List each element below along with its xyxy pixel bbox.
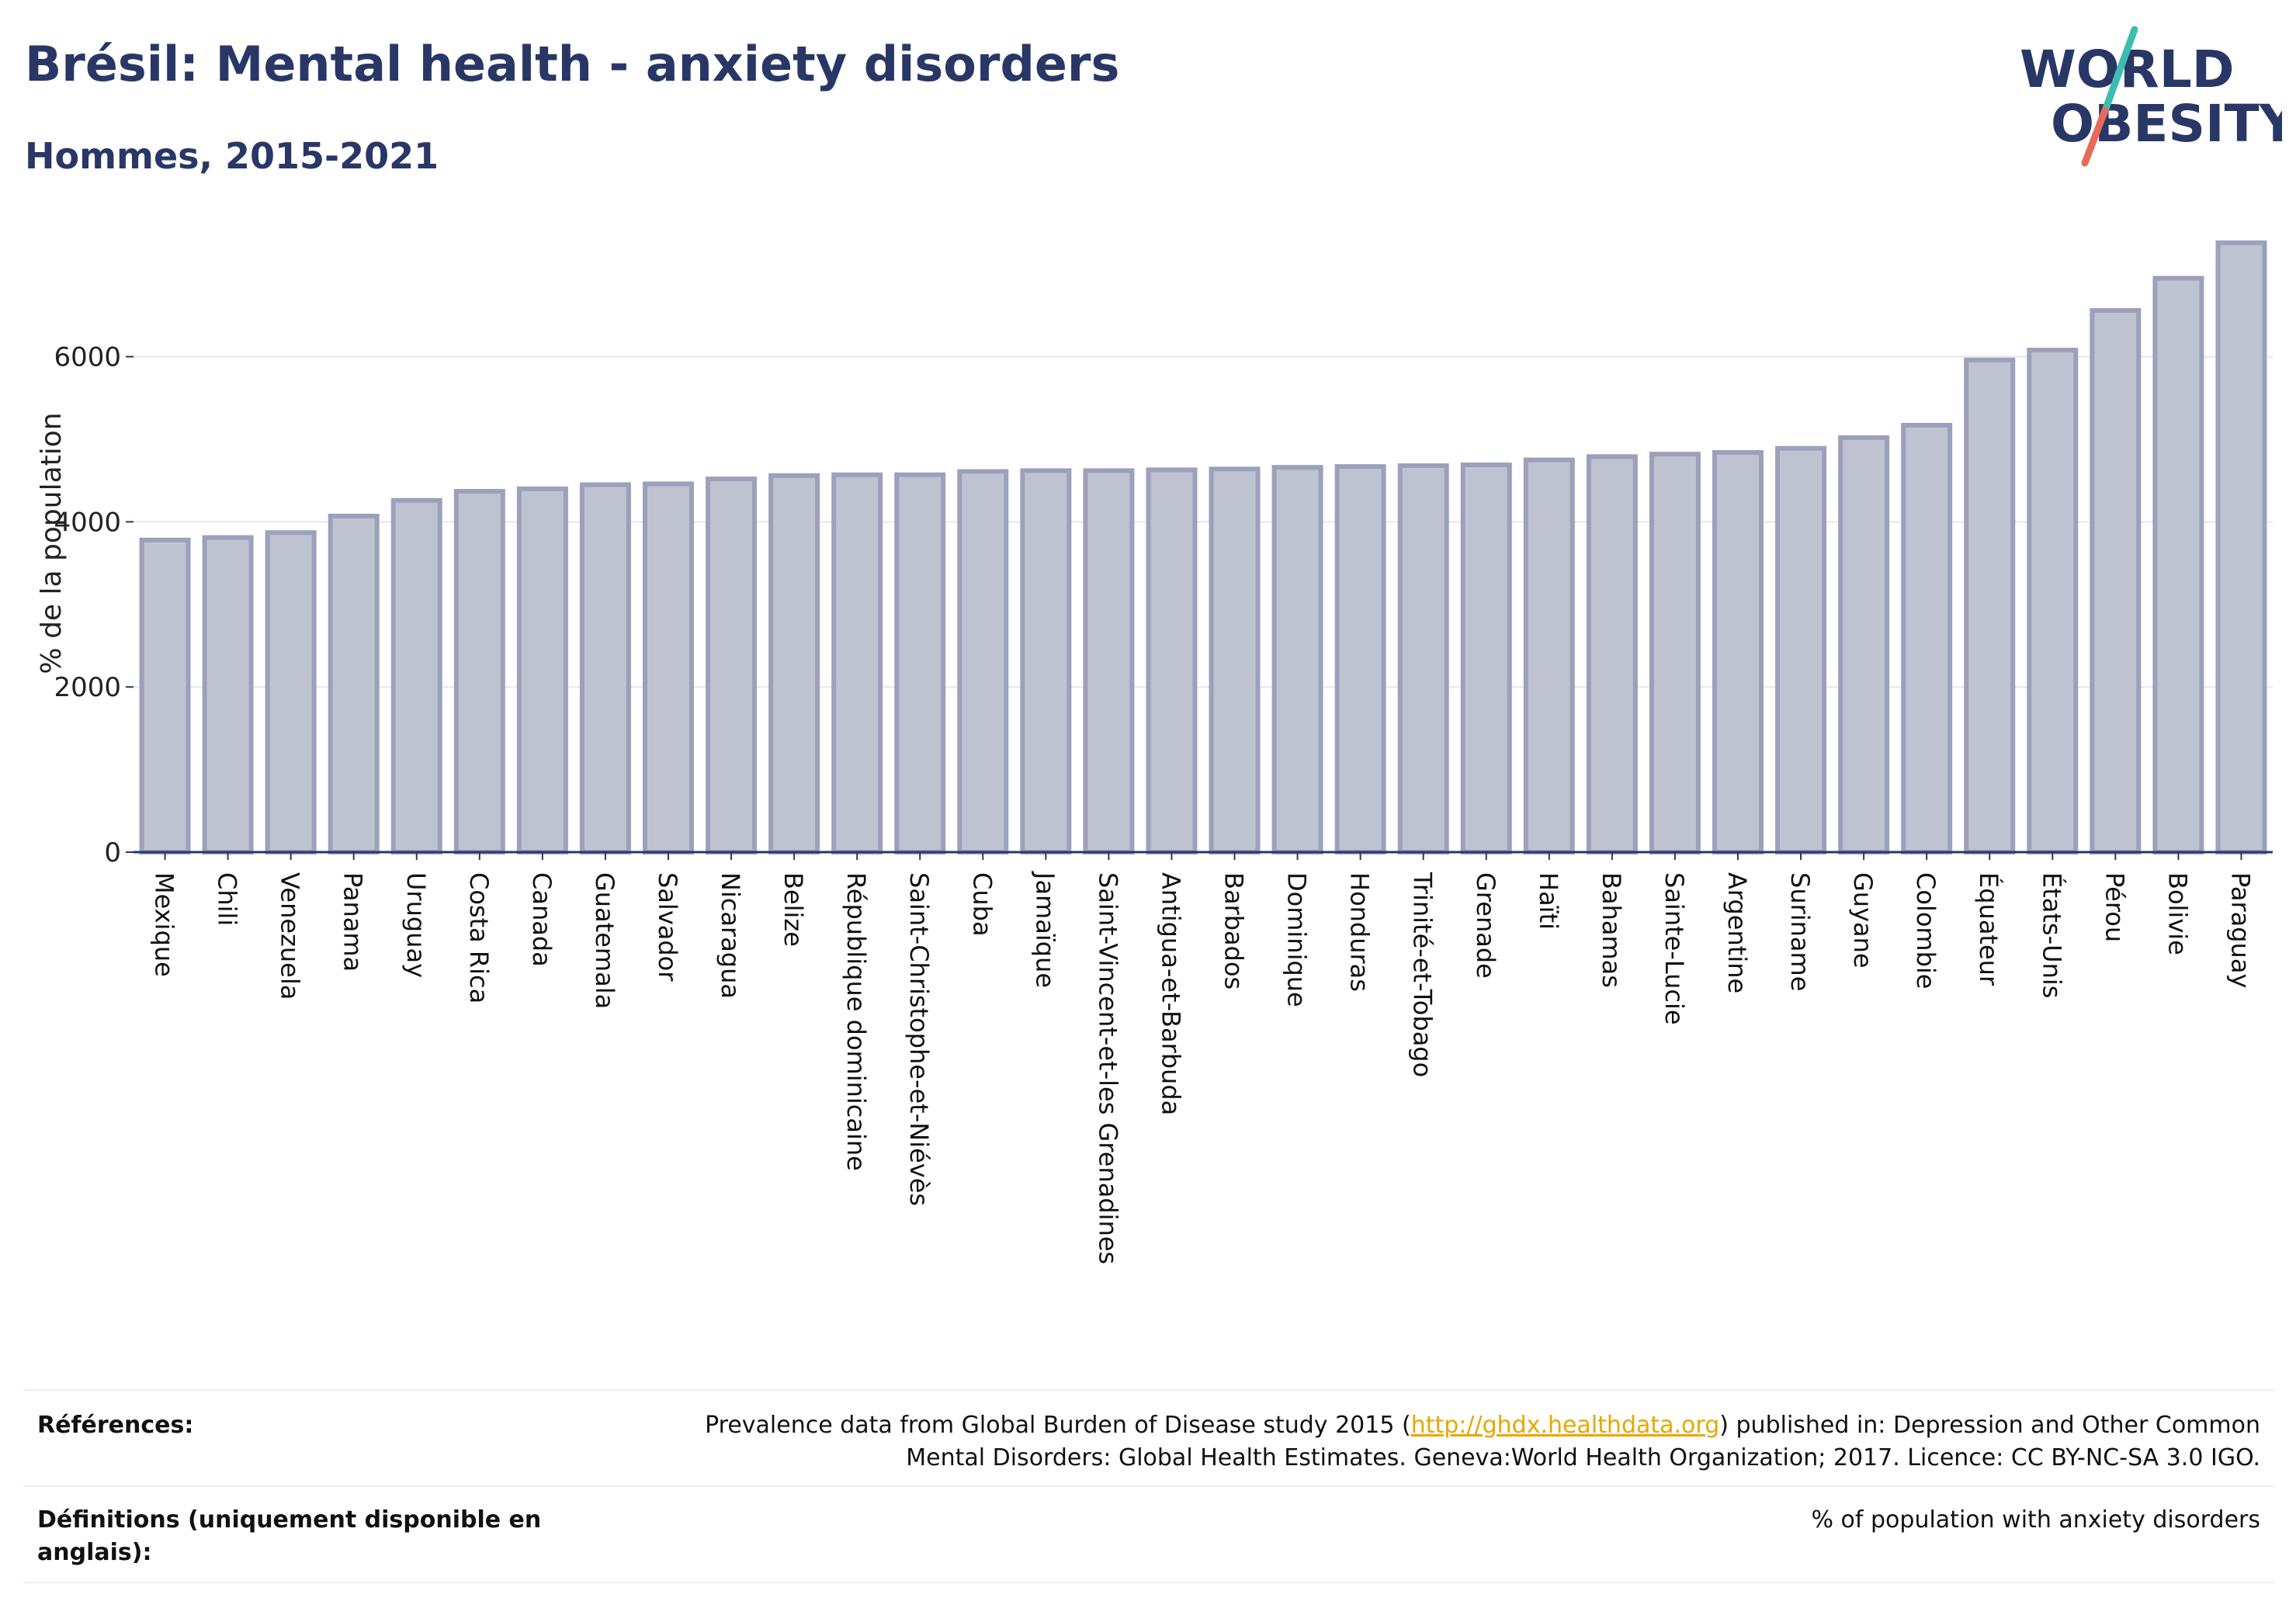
bar <box>643 481 694 854</box>
definitions-label: Définitions (uniquement disponible en an… <box>37 1506 542 1566</box>
x-tick-label: Saint-Christophe-et-Niévès <box>904 872 934 1206</box>
bar <box>1586 454 1638 854</box>
bar <box>1271 465 1323 855</box>
references-text-after: ) published in: Depression and Other Com… <box>906 1412 2260 1471</box>
x-tick-label: République dominicaine <box>841 872 871 1171</box>
bar <box>1334 464 1386 854</box>
references-text-before: Prevalence data from Global Burden of Di… <box>705 1412 1411 1439</box>
bar <box>1083 468 1135 854</box>
x-tick-label: Antigua-et-Barbuda <box>1156 872 1185 1115</box>
x-tick-label: États-Unis <box>2037 872 2066 998</box>
x-tick-label: Haïti <box>1534 872 1563 930</box>
y-tick-label: 2000 <box>54 672 121 703</box>
bar <box>1523 457 1575 854</box>
x-tick-label: Dominique <box>1282 872 1312 1007</box>
references-label: Références: <box>37 1412 194 1439</box>
x-tick-label: Panama <box>338 872 368 972</box>
bar <box>1020 468 1072 854</box>
x-tick-label: Équateur <box>1974 872 2003 986</box>
x-tick-label: Jamaïque <box>1030 871 1060 988</box>
tick-labels: 0 2000 4000 6000 Mexique Chili Venezuela Panama… <box>54 342 2255 1265</box>
bar <box>579 482 631 855</box>
definitions-section: Définitions (uniquement disponible en an… <box>23 1485 2274 1583</box>
bar <box>1460 462 1512 854</box>
x-tick-label: Nicaragua <box>716 872 745 999</box>
bar <box>2090 308 2142 854</box>
y-tick-label: 4000 <box>54 507 121 538</box>
bar <box>1964 357 2016 854</box>
x-tick-label: Colombie <box>1911 872 1941 989</box>
bar <box>831 472 883 854</box>
bar <box>1901 422 1953 854</box>
bar <box>202 535 254 855</box>
bar <box>390 497 442 855</box>
bar <box>265 530 317 854</box>
x-tick-label: Guatemala <box>590 872 619 1009</box>
x-tick-label: Suriname <box>1785 872 1815 991</box>
x-tick-label: Venezuela <box>276 872 305 1000</box>
references-text: Prevalence data from Global Burden of Di… <box>630 1409 2260 1475</box>
x-tick-label: Canada <box>527 872 557 967</box>
bar <box>1397 463 1449 854</box>
y-tick-label: 6000 <box>54 342 121 373</box>
bar <box>1838 435 1890 854</box>
logo-slash-top <box>2100 26 2138 119</box>
bar <box>957 469 1009 854</box>
bar <box>2215 240 2267 854</box>
bar <box>2152 276 2204 854</box>
x-tick-label: Uruguay <box>401 872 431 978</box>
logo-slash-bottom <box>2081 106 2109 167</box>
y-tick-label: 0 <box>104 837 121 868</box>
x-tick-label: Sainte-Lucie <box>1660 872 1689 1025</box>
bar <box>894 472 946 854</box>
x-tick-label: Cuba <box>967 872 997 937</box>
bar <box>768 473 820 854</box>
x-tick-label: Pérou <box>2100 872 2129 942</box>
bar <box>1649 452 1701 854</box>
x-tick-label: Honduras <box>1345 872 1375 992</box>
x-tick-label: Grenade <box>1471 872 1500 979</box>
bar <box>2027 348 2079 854</box>
bar <box>1146 467 1198 854</box>
bar <box>139 537 191 854</box>
y-axis-label: % de la population <box>36 412 68 674</box>
x-tick-label: Chili <box>213 872 242 926</box>
references-link[interactable]: http://ghdx.healthdata.org <box>1410 1412 1720 1439</box>
bar <box>328 513 380 855</box>
x-tick-label: Paraguay <box>2225 872 2255 988</box>
bar-chart: 0 2000 4000 6000 Mexique Chili Venezuela Panama… <box>36 240 2273 1265</box>
x-tick-label: Salvador <box>653 872 682 982</box>
chart-title: Brésil: Mental health - anxiety disorder… <box>25 36 1120 92</box>
axes <box>126 355 2273 860</box>
bar <box>1712 450 1764 854</box>
definitions-text: % of population with anxiety disorders <box>1811 1506 2260 1534</box>
bar <box>1775 445 1827 854</box>
world-obesity-logo: WORLD OBESITY <box>2020 26 2282 167</box>
chart-subtitle: Hommes, 2015-2021 <box>25 135 439 177</box>
x-tick-label: Costa Rica <box>464 872 494 1003</box>
x-tick-label: Belize <box>779 872 808 947</box>
x-tick-label: Saint-Vincent-et-les Grenadines <box>1093 872 1122 1264</box>
bar <box>453 489 505 854</box>
x-tick-label: Argentine <box>1722 872 1752 993</box>
x-tick-label: Bahamas <box>1597 872 1626 988</box>
bar <box>516 486 568 855</box>
bars <box>139 240 2267 855</box>
references-section: Références: Prevalence data from Global … <box>23 1389 2274 1487</box>
x-tick-label: Bolivie <box>2162 872 2192 955</box>
x-tick-label: Barbados <box>1219 872 1249 989</box>
x-tick-label: Trinité-et-Tobago <box>1408 872 1438 1077</box>
x-tick-label: Mexique <box>150 872 179 977</box>
x-tick-label: Guyane <box>1848 872 1878 969</box>
bar <box>706 477 758 855</box>
bar <box>1209 466 1261 855</box>
